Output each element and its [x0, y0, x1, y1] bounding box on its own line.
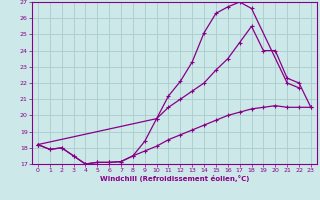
X-axis label: Windchill (Refroidissement éolien,°C): Windchill (Refroidissement éolien,°C)	[100, 175, 249, 182]
